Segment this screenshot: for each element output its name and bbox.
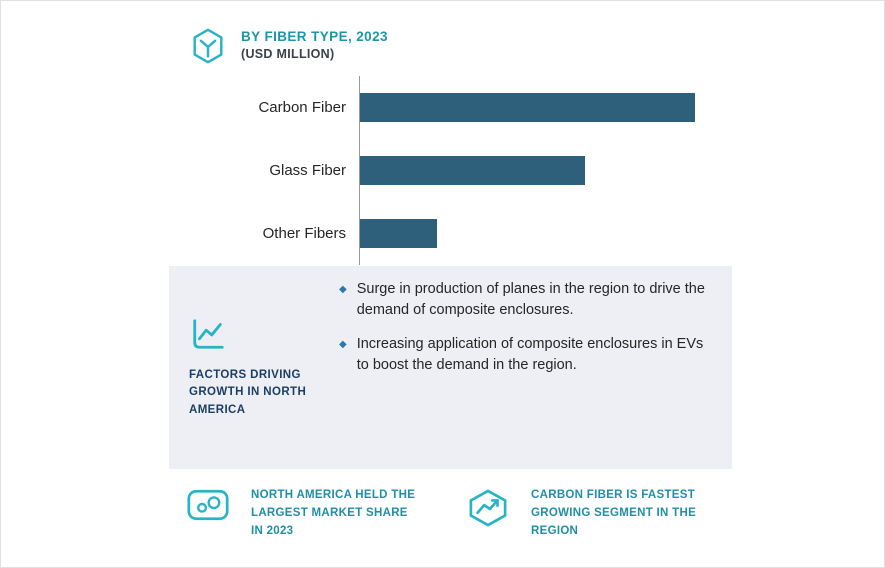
line-chart-icon [193, 319, 224, 349]
callout-text: CARBON FIBER IS FASTEST GROWING SEGMENT … [531, 489, 697, 537]
factors-panel: FACTORS DRIVING GROWTH IN NORTH AMERICA … [169, 266, 732, 469]
chart-title: BY FIBER TYPE, 2023 [241, 29, 388, 44]
chart-header: BY FIBER TYPE, 2023 (USD MILLION) [189, 27, 388, 65]
bullet-item: ◆ Increasing application of composite en… [339, 334, 706, 375]
bar-glass-fiber [360, 156, 585, 185]
chart-title-block: BY FIBER TYPE, 2023 (USD MILLION) [241, 27, 388, 61]
bar-label-other-fibers: Other Fibers [262, 225, 346, 242]
bullet-item: ◆ Surge in production of planes in the r… [339, 279, 706, 320]
chart-row: Carbon Fiber [169, 76, 732, 139]
bar-label-carbon-fiber: Carbon Fiber [258, 99, 346, 116]
growth-trend-icon [469, 489, 507, 527]
fiber-hexagon-icon [193, 28, 223, 64]
chart-card: BY FIBER TYPE, 2023 (USD MILLION) Carbon… [169, 15, 732, 469]
bar-label-glass-fiber: Glass Fiber [269, 162, 346, 179]
factors-left-column: FACTORS DRIVING GROWTH IN NORTH AMERICA [169, 266, 335, 469]
fiber-bar-chart: Carbon Fiber Glass Fiber Other Fibers [169, 76, 732, 265]
market-share-icon [187, 489, 229, 521]
diamond-bullet-icon: ◆ [339, 284, 347, 295]
chart-section: BY FIBER TYPE, 2023 (USD MILLION) Carbon… [169, 15, 732, 266]
factors-heading: FACTORS DRIVING GROWTH IN NORTH AMERICA [189, 369, 307, 416]
chart-row: Other Fibers [169, 202, 732, 265]
plot-area [359, 139, 732, 202]
callout-text: NORTH AMERICA HELD THE LARGEST MARKET SH… [251, 489, 416, 537]
bullet-text: Increasing application of composite encl… [356, 336, 704, 373]
chart-subtitle: (USD MILLION) [241, 47, 335, 61]
plot-area [359, 76, 732, 139]
chart-row: Glass Fiber [169, 139, 732, 202]
bar-carbon-fiber [360, 93, 696, 122]
bullet-text: Surge in production of planes in the reg… [356, 281, 705, 318]
diamond-bullet-icon: ◆ [339, 339, 347, 351]
callout-market-share: NORTH AMERICA HELD THE LARGEST MARKET SH… [187, 487, 421, 540]
factors-bullets: ◆ Surge in production of planes in the r… [335, 266, 732, 469]
bar-other-fibers [360, 219, 438, 248]
plot-area [359, 202, 732, 265]
callout-growth: CARBON FIBER IS FASTEST GROWING SEGMENT … [467, 487, 727, 540]
